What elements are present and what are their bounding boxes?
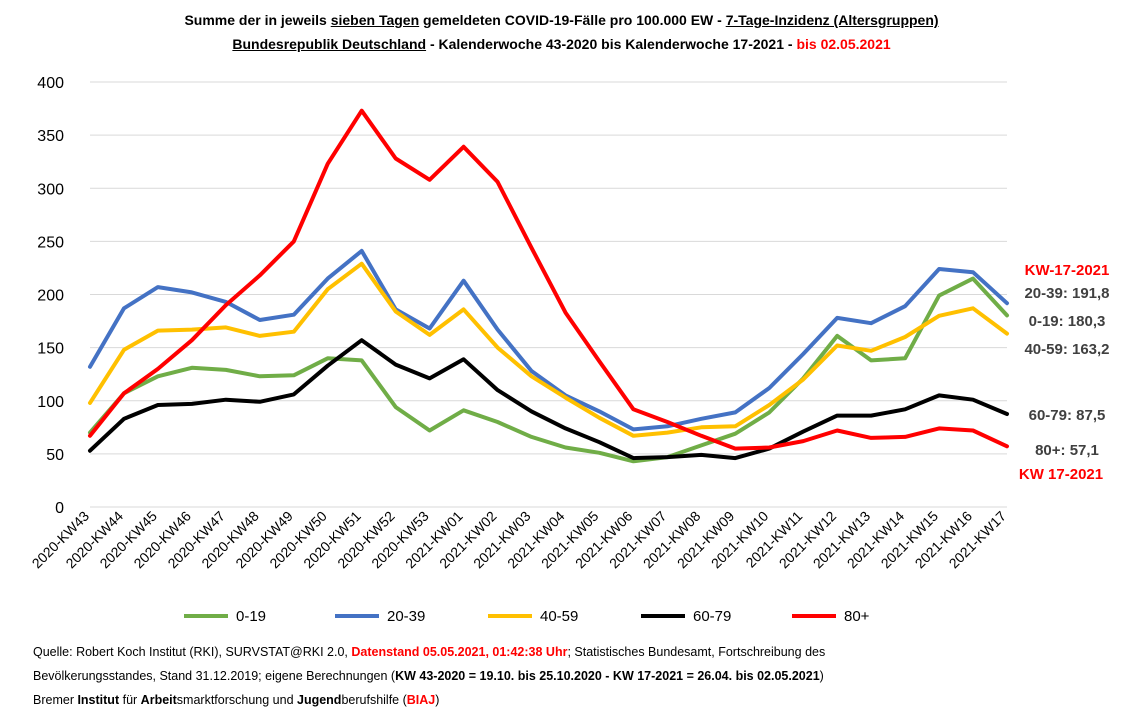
legend-label-0-19: 0-19	[236, 608, 266, 625]
footer-bold: Jugend	[297, 693, 342, 707]
title-part: Summe der in jeweils	[184, 12, 331, 28]
source-footer: Quelle: Robert Koch Institut (RKI), SURV…	[33, 640, 825, 712]
footer-text: für	[119, 693, 141, 707]
y-tick-label: 50	[46, 447, 64, 464]
annotation-value: 60-79: 87,5	[1029, 407, 1106, 424]
y-tick-label: 300	[37, 181, 64, 198]
footer-text: )	[819, 669, 824, 683]
annotation-value: 80+: 57,1	[1035, 442, 1099, 459]
series-line-80+	[88, 108, 1009, 451]
footer-text: Bevölkerungsstandes, Stand 31.12.2019; e…	[33, 669, 396, 683]
chart-title-line1: Summe der in jeweils sieben Tagen gemeld…	[0, 12, 1123, 28]
y-tick-label: 400	[37, 75, 64, 92]
footer-line-1: Quelle: Robert Koch Institut (RKI), SURV…	[33, 640, 825, 664]
annotation-value: 40-59: 163,2	[1024, 341, 1109, 358]
footer-text: Bremer	[33, 693, 78, 707]
footer-bold: Institut	[77, 693, 120, 707]
series-line-20-39	[88, 248, 1009, 432]
footer-bold: Arbeit	[140, 693, 177, 707]
title-part-underlined: Bundesrepublik Deutschland	[232, 36, 427, 52]
title-date-red: bis 02.05.2021	[796, 36, 891, 52]
series-line-40-59	[88, 261, 1009, 438]
chart-title-line2: Bundesrepublik Deutschland - Kalenderwoc…	[0, 36, 1123, 52]
annotation-kw-bottom: KW 17-2021	[1019, 466, 1103, 483]
y-tick-label: 200	[37, 288, 64, 305]
y-tick-label: 150	[37, 341, 64, 358]
title-part: gemeldeten COVID-19-Fälle pro 100.000 EW…	[419, 12, 726, 28]
y-tick-label: 100	[37, 394, 64, 411]
y-tick-label: 0	[55, 500, 64, 517]
annotation-value: 20-39: 191,8	[1024, 285, 1109, 302]
footer-text: Quelle: Robert Koch Institut (RKI), SURV…	[33, 645, 352, 659]
legend-label-40-59: 40-59	[540, 608, 578, 625]
y-tick-label: 350	[37, 128, 64, 145]
footer-text: )	[435, 693, 440, 707]
footer-line-3: Bremer Institut für Arbeitsmarktforschun…	[33, 688, 825, 712]
y-tick-label: 250	[37, 234, 64, 251]
annotation-value: 0-19: 180,3	[1029, 313, 1106, 330]
legend-label-80+: 80+	[844, 608, 870, 625]
legend-label-20-39: 20-39	[387, 608, 425, 625]
legend-label-60-79: 60-79	[693, 608, 731, 625]
footer-kw-range: KW 43-2020 = 19.10. bis 25.10.2020 - KW …	[395, 669, 820, 683]
footer-line-2: Bevölkerungsstandes, Stand 31.12.2019; e…	[33, 664, 825, 688]
footer-datenstand: Datenstand 05.05.2021, 01:42:38 Uhr	[351, 645, 568, 659]
title-part-underlined: 7-Tage-Inzidenz (Altersgruppen)	[725, 12, 939, 28]
footer-text: ; Statistisches Bundesamt, Fortschreibun…	[567, 645, 826, 659]
annotation-kw-top: KW-17-2021	[1025, 262, 1110, 279]
title-part: - Kalenderwoche 43-2020 bis Kalenderwoch…	[426, 36, 797, 52]
footer-text: smarktforschung und	[176, 693, 297, 707]
title-part-underlined: sieben Tagen	[330, 12, 420, 28]
footer-biaj: BIAJ	[406, 693, 436, 707]
series-line-60-79	[88, 338, 1009, 461]
footer-text: berufshilfe (	[341, 693, 407, 707]
